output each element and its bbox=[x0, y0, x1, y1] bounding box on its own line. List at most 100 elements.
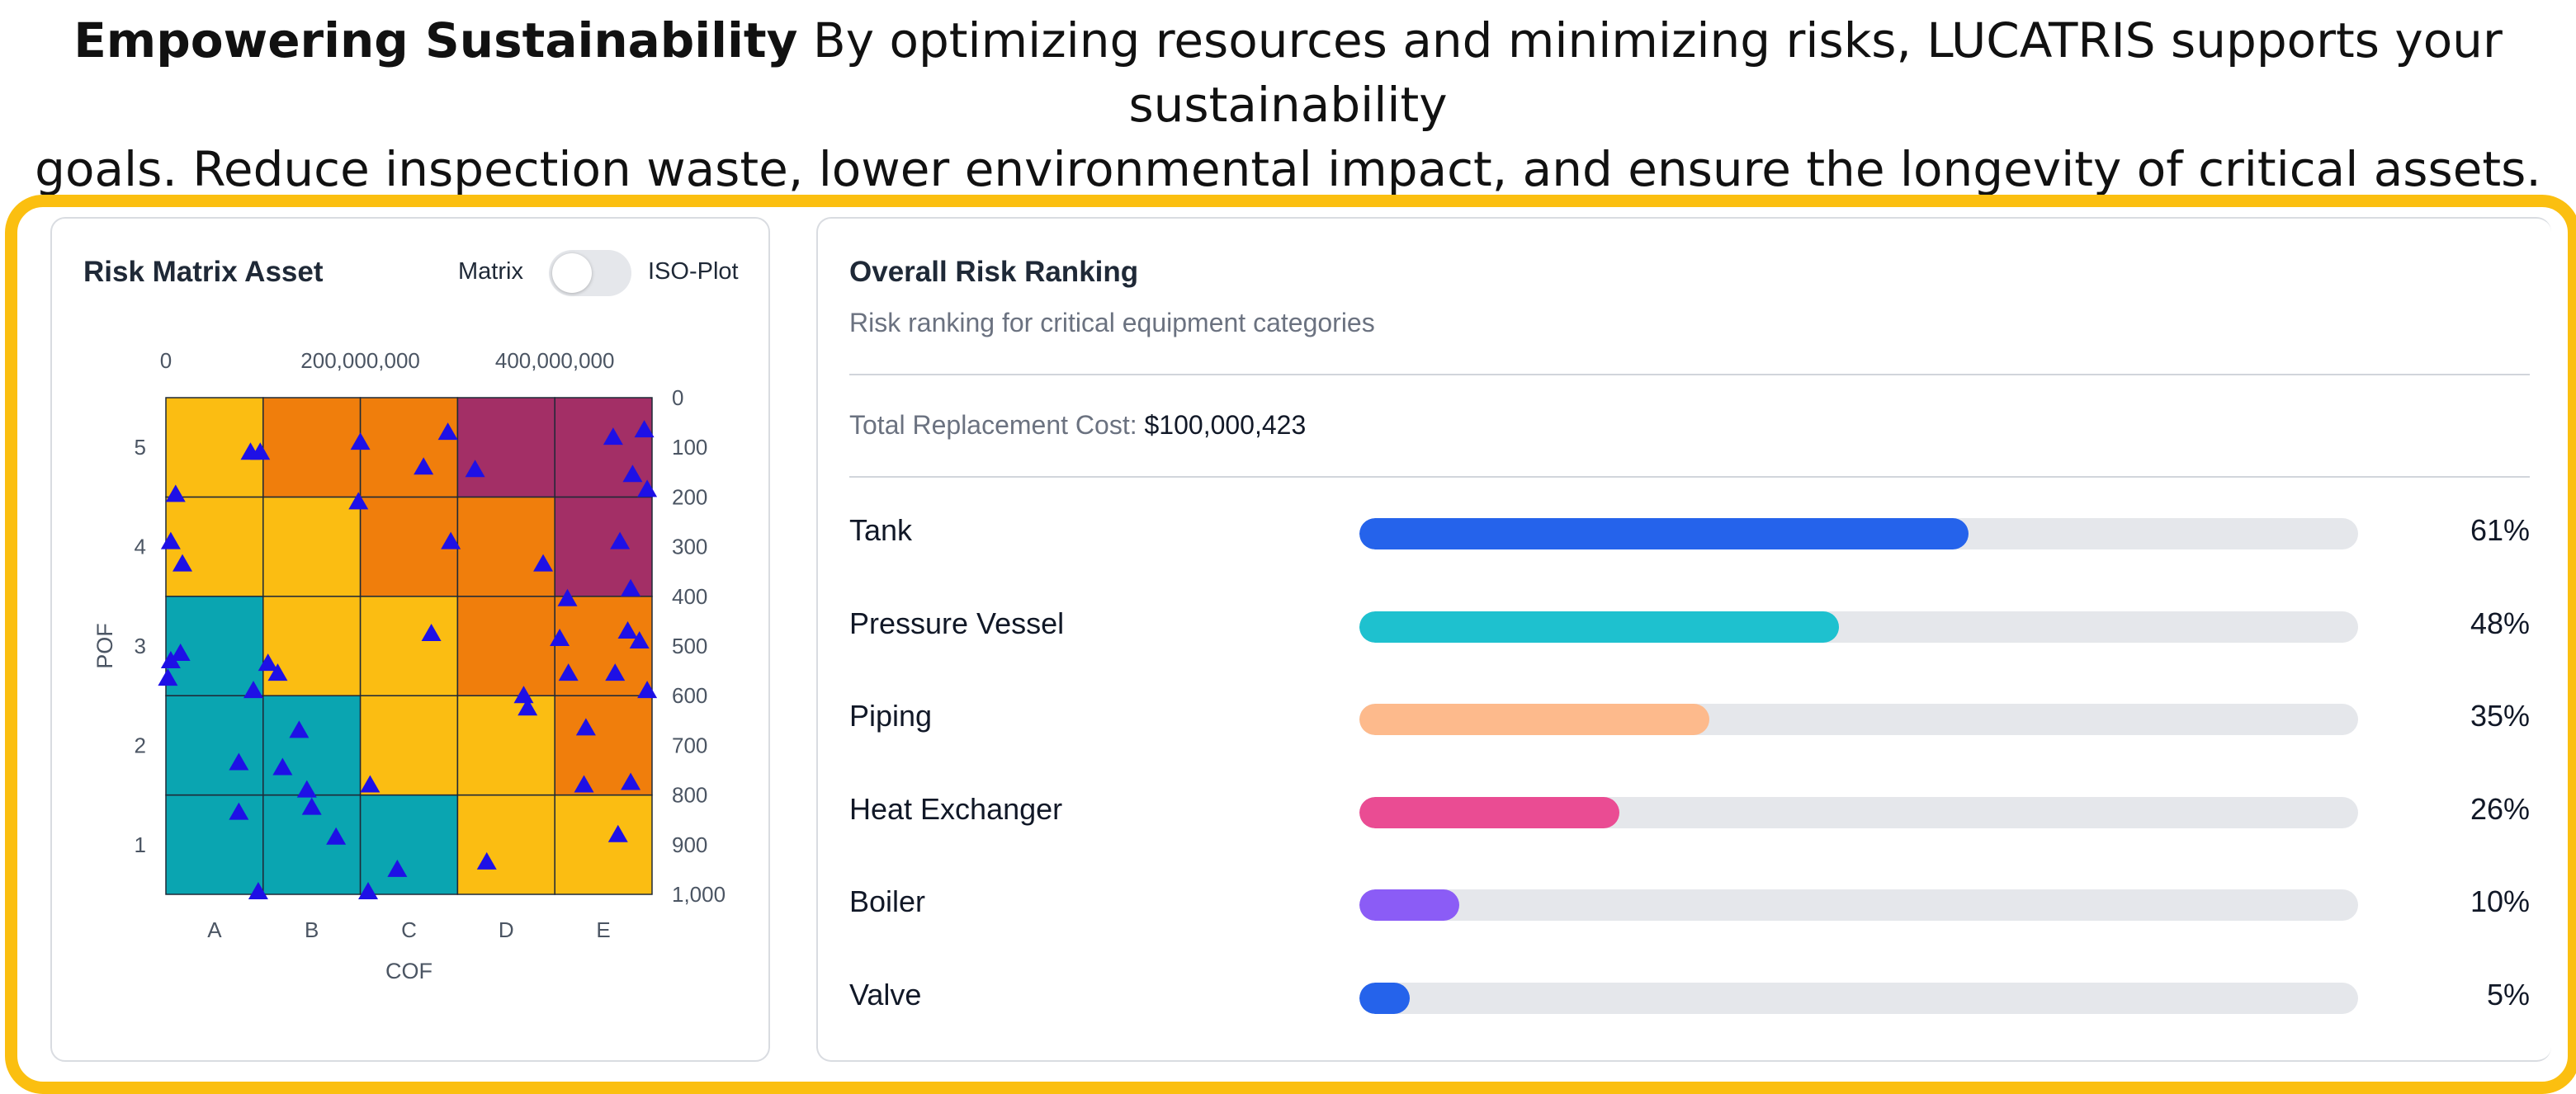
right-axis-tick-label: 900 bbox=[672, 832, 707, 857]
matrix-cell bbox=[456, 397, 555, 498]
ranking-row: Valve 5% bbox=[849, 972, 2530, 1065]
pof-tick-label: 1 bbox=[135, 832, 146, 857]
asset-marker bbox=[605, 663, 626, 681]
matrix-cell bbox=[262, 496, 362, 597]
asset-marker bbox=[387, 859, 408, 877]
ranking-list: Tank 61% Pressure Vessel 48% Piping 35% Heat E… bbox=[849, 507, 2530, 1064]
ranking-percent: 61% bbox=[2470, 513, 2530, 547]
asset-marker bbox=[158, 668, 178, 686]
risk-matrix-card: Risk Matrix Asset Matrix ISO-Plot 1 2 3 4 5 A… bbox=[50, 217, 770, 1062]
ranking-row: Tank 61% bbox=[849, 507, 2530, 601]
matrix-cell bbox=[359, 794, 459, 895]
right-axis-tick-label: 300 bbox=[672, 535, 707, 559]
asset-marker bbox=[173, 554, 193, 572]
matrix-cell bbox=[165, 496, 264, 597]
asset-marker bbox=[476, 851, 497, 870]
ranking-bar-track bbox=[1359, 982, 2358, 1014]
toggle-label-iso-plot[interactable]: ISO-Plot bbox=[648, 258, 739, 285]
asset-marker bbox=[610, 531, 631, 549]
matrix-cell bbox=[165, 397, 264, 498]
ranking-bar-track bbox=[1359, 704, 2358, 735]
matrix-cell bbox=[359, 397, 459, 498]
asset-marker bbox=[348, 492, 369, 510]
asset-marker bbox=[160, 531, 181, 549]
asset-marker bbox=[296, 780, 317, 798]
matrix-cell bbox=[165, 794, 264, 895]
asset-marker bbox=[360, 775, 380, 793]
matrix-cell bbox=[456, 695, 555, 796]
cof-tick-label: C bbox=[401, 917, 417, 942]
matrix-cell bbox=[554, 496, 653, 597]
top-axis-tick-label: 400,000,000 bbox=[495, 348, 615, 373]
pof-tick-label: 3 bbox=[135, 634, 146, 658]
ranking-bar-fill bbox=[1359, 704, 1709, 735]
x-axis-title: COF bbox=[385, 959, 432, 983]
headline: Empowering Sustainability By optimizing … bbox=[0, 8, 2576, 201]
divider bbox=[849, 374, 2530, 375]
asset-marker bbox=[629, 630, 650, 648]
asset-marker bbox=[301, 797, 322, 815]
asset-marker bbox=[421, 623, 442, 641]
ranking-label: Pressure Vessel bbox=[849, 606, 1065, 640]
asset-marker bbox=[550, 628, 570, 646]
ranking-percent: 5% bbox=[2486, 977, 2530, 1011]
ranking-row: Heat Exchanger 26% bbox=[849, 786, 2530, 879]
right-axis-tick-label: 500 bbox=[672, 634, 707, 658]
risk-ranking-card: Overall Risk Ranking Risk ranking for cr… bbox=[816, 217, 2551, 1062]
ranking-bar-fill bbox=[1359, 611, 1839, 643]
matrix-cell bbox=[456, 596, 555, 696]
asset-marker bbox=[637, 479, 658, 497]
matrix-cell bbox=[456, 496, 555, 597]
asset-marker bbox=[634, 420, 655, 438]
right-axis-tick-label: 200 bbox=[672, 484, 707, 509]
asset-marker bbox=[229, 802, 249, 820]
matrix-cell bbox=[554, 794, 653, 895]
ranking-percent: 35% bbox=[2470, 699, 2530, 733]
ranking-bar-track bbox=[1359, 889, 2358, 921]
right-axis-tick-label: 700 bbox=[672, 733, 707, 757]
risk-matrix-title: Risk Matrix Asset bbox=[83, 256, 324, 288]
asset-marker bbox=[350, 432, 371, 450]
ranking-bar-track bbox=[1359, 611, 2358, 643]
view-toggle-switch[interactable] bbox=[549, 250, 631, 296]
right-axis-tick-label: 600 bbox=[672, 683, 707, 708]
asset-marker bbox=[603, 427, 623, 446]
asset-marker bbox=[267, 663, 288, 681]
ranking-bar-fill bbox=[1359, 889, 1459, 921]
asset-marker bbox=[617, 620, 638, 639]
matrix-cell bbox=[262, 596, 362, 696]
ranking-row: Piping 35% bbox=[849, 693, 2530, 786]
cost-value: $100,000,423 bbox=[1144, 410, 1307, 440]
asset-marker bbox=[250, 442, 271, 460]
asset-marker bbox=[607, 824, 628, 842]
matrix-cell bbox=[554, 397, 653, 498]
highlight-frame: Risk Matrix Asset Matrix ISO-Plot 1 2 3 4 5 A… bbox=[5, 195, 2576, 1094]
ranking-bar-fill bbox=[1359, 982, 1410, 1014]
asset-marker bbox=[258, 653, 278, 672]
top-axis-tick-label: 200,000,000 bbox=[300, 348, 420, 373]
ranking-percent: 10% bbox=[2470, 884, 2530, 918]
toggle-label-matrix[interactable]: Matrix bbox=[458, 258, 523, 285]
matrix-cell bbox=[456, 794, 555, 895]
matrix-cell bbox=[262, 695, 362, 796]
ranking-subtitle: Risk ranking for critical equipment cate… bbox=[849, 308, 1375, 337]
asset-marker bbox=[574, 775, 594, 793]
asset-marker bbox=[465, 460, 485, 478]
headline-line-1-text: By optimizing resources and minimizing r… bbox=[797, 12, 2503, 133]
asset-marker bbox=[243, 681, 264, 699]
toggle-knob bbox=[552, 253, 592, 293]
right-axis-tick-label: 400 bbox=[672, 584, 707, 609]
asset-marker bbox=[621, 772, 641, 790]
ranking-bar-track bbox=[1359, 796, 2358, 828]
right-axis-tick-label: 100 bbox=[672, 435, 707, 460]
cof-tick-label: E bbox=[596, 917, 610, 942]
asset-marker bbox=[414, 457, 434, 475]
asset-marker bbox=[621, 578, 641, 597]
risk-matrix-chart: 1 2 3 4 5 A B C D E COF POF 0 200,000,000 400,000,000 0… bbox=[92, 348, 726, 983]
asset-marker bbox=[160, 651, 181, 669]
divider bbox=[849, 476, 2530, 478]
headline-bold: Empowering Sustainability bbox=[73, 12, 798, 68]
ranking-label: Piping bbox=[849, 699, 933, 733]
ranking-percent: 26% bbox=[2470, 791, 2530, 826]
asset-marker bbox=[272, 757, 293, 776]
